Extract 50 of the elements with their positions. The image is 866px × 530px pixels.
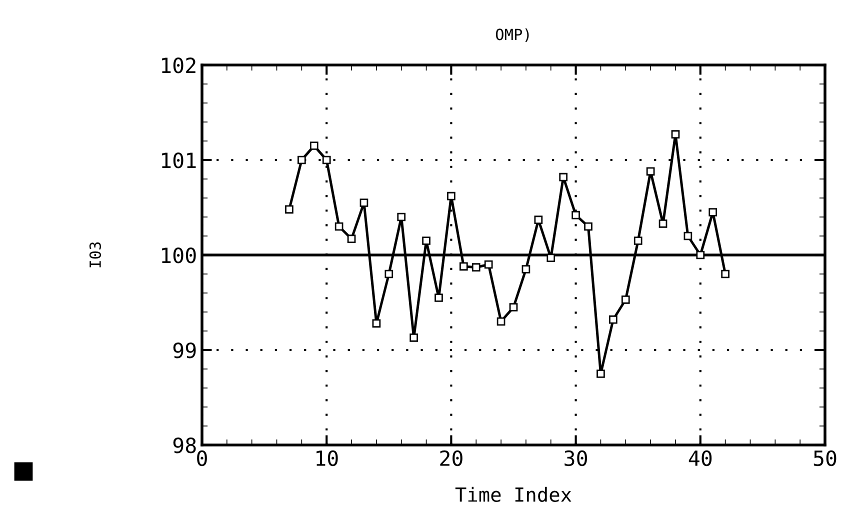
point (434, 294, 443, 302)
y-tick-label: 99 (173, 342, 196, 358)
chart-title: OMP) (496, 28, 529, 42)
point (410, 333, 418, 342)
x-tick-label: 0 (197, 450, 207, 466)
point (596, 370, 605, 378)
point (522, 265, 530, 274)
point (422, 236, 430, 245)
x-tick-label: 40 (688, 450, 712, 466)
point (310, 142, 318, 150)
y-axis-title: I03 (89, 242, 101, 268)
point (509, 303, 518, 312)
point (484, 260, 493, 269)
point (285, 205, 294, 214)
point (334, 222, 344, 231)
point (708, 208, 718, 216)
point (496, 317, 506, 326)
x-tick-label: 50 (814, 450, 836, 466)
point (372, 319, 381, 328)
x-tick-label: 20 (440, 450, 462, 466)
point (609, 315, 618, 324)
point (584, 222, 592, 231)
point (384, 270, 394, 278)
point (397, 212, 406, 222)
point (696, 250, 705, 260)
y-tick-label: 102 (162, 58, 196, 74)
point (447, 192, 456, 200)
point (347, 234, 356, 244)
point (646, 167, 655, 176)
y-tick-label: 101 (162, 152, 196, 168)
x-tick-label: 10 (316, 450, 338, 466)
point (298, 156, 306, 164)
point (572, 210, 580, 220)
point (684, 232, 692, 240)
point (546, 254, 556, 262)
point (634, 236, 642, 245)
point (534, 216, 543, 224)
x-axis-title: Time Index (455, 486, 572, 502)
y-tick-label: 100 (162, 248, 196, 264)
point (721, 270, 730, 278)
point (459, 262, 468, 271)
point (322, 156, 331, 164)
point (658, 219, 668, 228)
point (559, 172, 568, 182)
point (671, 130, 680, 139)
y-tick-label: 98 (173, 438, 196, 454)
point (472, 263, 480, 272)
point (621, 295, 630, 304)
x-tick-label: 30 (564, 450, 587, 466)
point (360, 198, 368, 207)
